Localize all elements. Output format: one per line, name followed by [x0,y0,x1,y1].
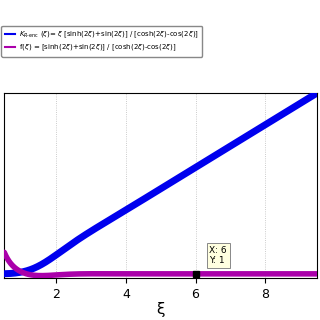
Legend: $K_{R\text{-enc}}$ ($\xi$)= $\xi$ [sinh(2$\xi$)+sin(2$\xi$)] / [cosh(2$\xi$)-cos: $K_{R\text{-enc}}$ ($\xi$)= $\xi$ [sinh(… [2,26,202,57]
Text: X: 6
Y: 1: X: 6 Y: 1 [209,246,227,265]
X-axis label: ξ: ξ [156,302,165,317]
